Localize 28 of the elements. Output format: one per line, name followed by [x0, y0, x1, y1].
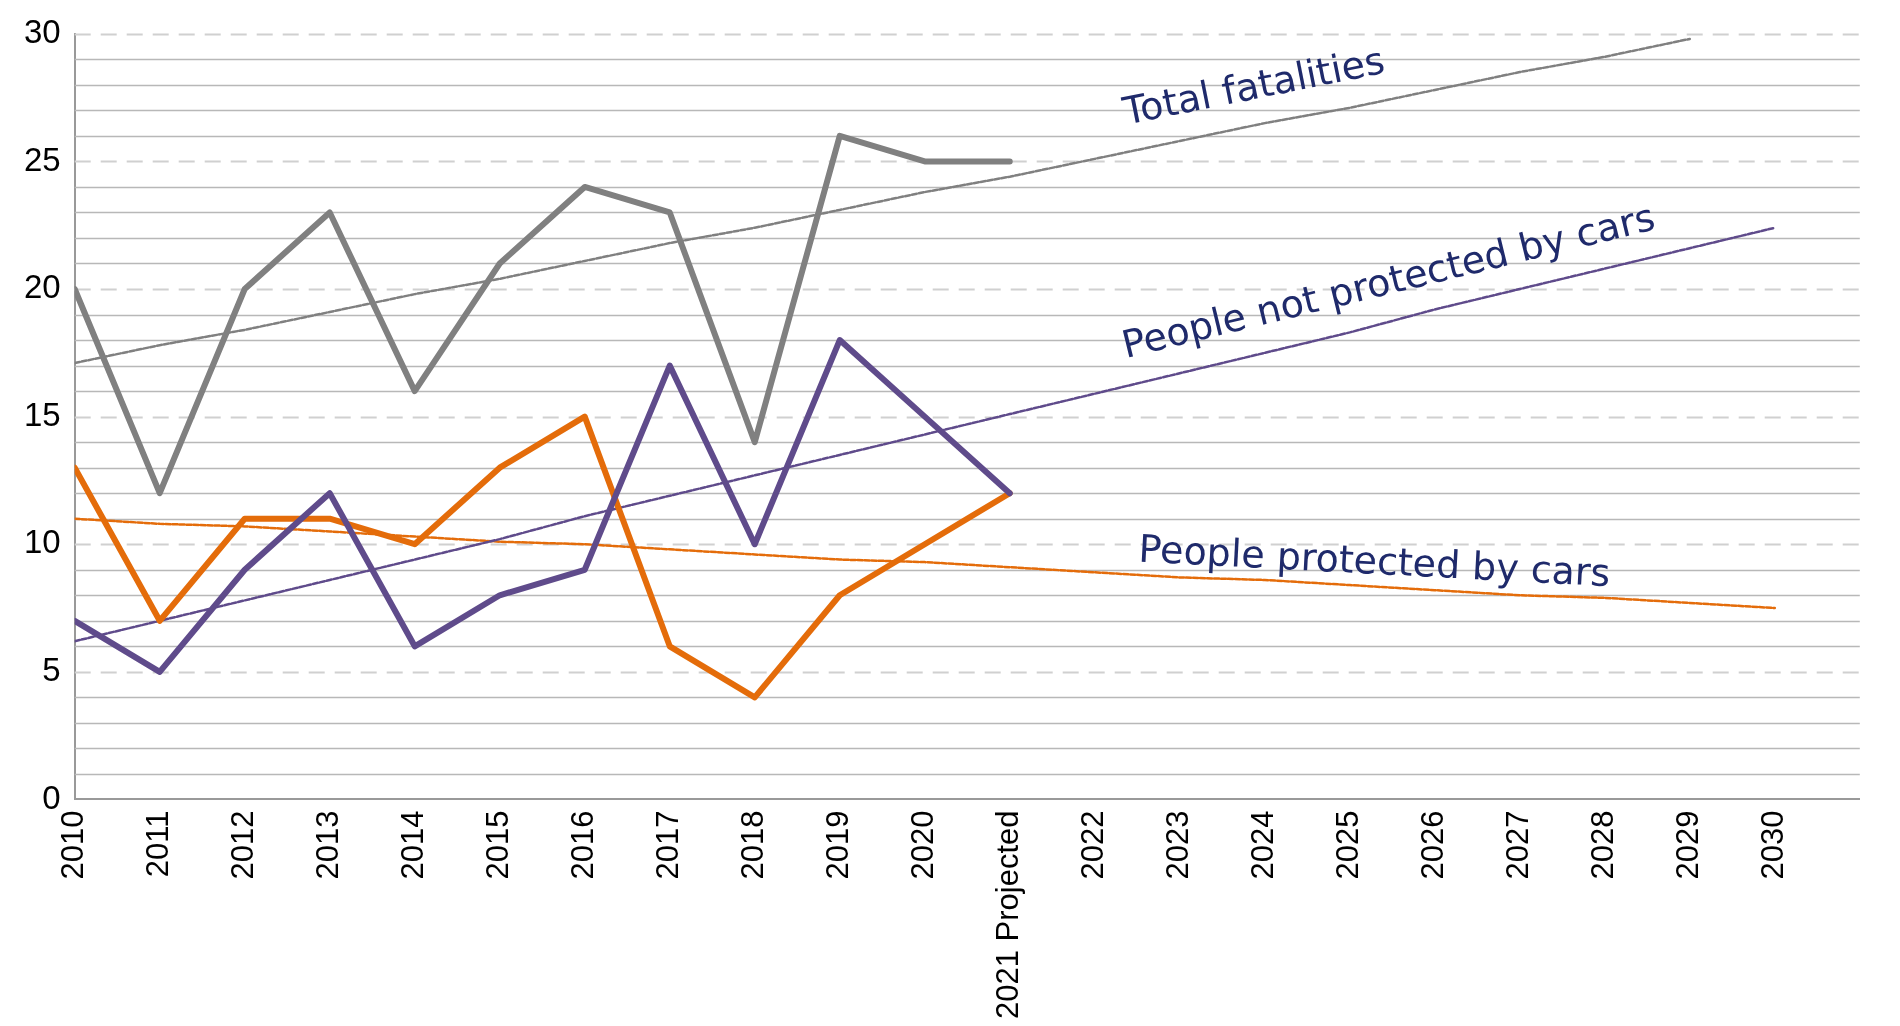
x-tick-label: 2018: [735, 810, 771, 880]
x-tick-label: 2017: [650, 810, 686, 880]
x-tick-label: 2026: [1415, 810, 1451, 880]
y-tick-label: 20: [23, 268, 61, 306]
x-tick-label: 2025: [1330, 810, 1366, 880]
x-tick-label: 2015: [480, 810, 516, 880]
x-tick-label: 2030: [1755, 810, 1791, 880]
x-tick-label: 2022: [1075, 810, 1111, 880]
y-tick-label: 25: [23, 140, 61, 178]
x-tick-label: 2016: [565, 810, 601, 880]
x-tick-label: 2023: [1160, 810, 1196, 880]
x-tick-label: 2027: [1500, 810, 1536, 880]
text: People protected by cars: [1137, 526, 1612, 596]
x-tick-label: 2020: [905, 810, 941, 880]
x-tick-label: 2014: [395, 810, 431, 880]
x-tick-label: 2013: [310, 810, 346, 880]
y-tick-label: 30: [23, 12, 61, 50]
x-tick-label: 2028: [1585, 810, 1621, 880]
y-tick-label: 15: [23, 395, 61, 433]
x-tick-label: 2029: [1670, 810, 1706, 880]
text: Total fatalities: [1118, 38, 1389, 134]
x-tick-label: 2012: [225, 810, 261, 880]
y-tick-label: 5: [42, 650, 61, 688]
x-tick-label: 2021 Projected: [990, 810, 1026, 1020]
x-tick-label: 2019: [820, 810, 856, 880]
y-tick-label: 10: [23, 523, 61, 561]
x-tick-label: 2024: [1245, 810, 1281, 880]
x-tick-label: 2011: [140, 810, 176, 878]
